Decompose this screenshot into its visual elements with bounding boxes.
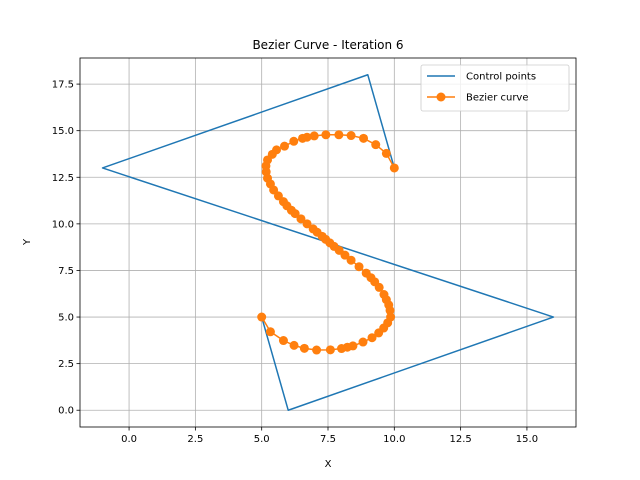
bezier-point (371, 140, 381, 150)
legend-box (420, 64, 570, 112)
y-tick-label: 5.0 (58, 313, 74, 324)
x-tick-label: 7.5 (320, 434, 336, 445)
bezier-point (367, 333, 377, 343)
legend-label-1: Bezier curve (466, 93, 529, 104)
legend-label-0: Control points (466, 72, 536, 83)
x-tick-label: 15.0 (516, 434, 538, 445)
plot-series (101, 74, 555, 411)
bezier-point (278, 336, 288, 346)
bezier-point (346, 131, 356, 141)
bezier-point (257, 312, 267, 322)
x-tick-label: 2.5 (187, 434, 203, 445)
bezier-point (374, 328, 384, 338)
bezier-point (280, 141, 290, 151)
y-tick-label: 7.5 (58, 266, 74, 277)
legend: Control points Bezier curve (420, 64, 570, 112)
bezier-point (312, 345, 322, 355)
x-axis-label: X (325, 459, 332, 470)
bezier-point (374, 282, 384, 292)
y-tick-label: 2.5 (58, 359, 74, 370)
y-tick-label: 12.5 (52, 173, 74, 184)
bezier-point (385, 306, 395, 316)
bezier-point (381, 148, 391, 158)
x-tick-label: 10.0 (383, 434, 405, 445)
bezier-point (290, 209, 300, 219)
y-tick-label: 17.5 (52, 80, 74, 91)
bezier-point (337, 344, 347, 354)
bezier-point (389, 163, 399, 173)
bezier-point (354, 262, 364, 272)
bezier-point (289, 136, 299, 146)
x-tick-label: 5.0 (254, 434, 270, 445)
chart-title: Bezier Curve - Iteration 6 (252, 38, 403, 52)
y-tick-label: 0.0 (58, 406, 74, 417)
bezier-point (359, 133, 369, 143)
legend-marker-1 (436, 92, 446, 102)
bezier-point (298, 133, 308, 143)
bezier-point (296, 214, 306, 224)
bezier-point (309, 131, 319, 141)
bezier-point (265, 327, 275, 337)
y-axis-label: Y (22, 238, 33, 246)
grid (80, 58, 576, 427)
y-tick-label: 15.0 (52, 126, 74, 137)
x-tick-label: 0.0 (121, 434, 137, 445)
bezier-point (321, 130, 331, 140)
bezier-point (334, 130, 344, 140)
x-tick-label: 12.5 (449, 434, 471, 445)
bezier-point (358, 337, 368, 347)
y-tick-label: 10.0 (52, 219, 74, 230)
bezier-point (325, 345, 335, 355)
ticks: 0.0 2.5 5.0 7.5 10.0 12.5 15.0 0.0 2.5 5.0 7.5 10.0… (52, 80, 538, 445)
bezier-point (340, 250, 350, 260)
bezier-point (299, 343, 309, 353)
bezier-point (289, 340, 299, 350)
bezier-point (346, 255, 356, 265)
bezier-point (302, 219, 312, 229)
